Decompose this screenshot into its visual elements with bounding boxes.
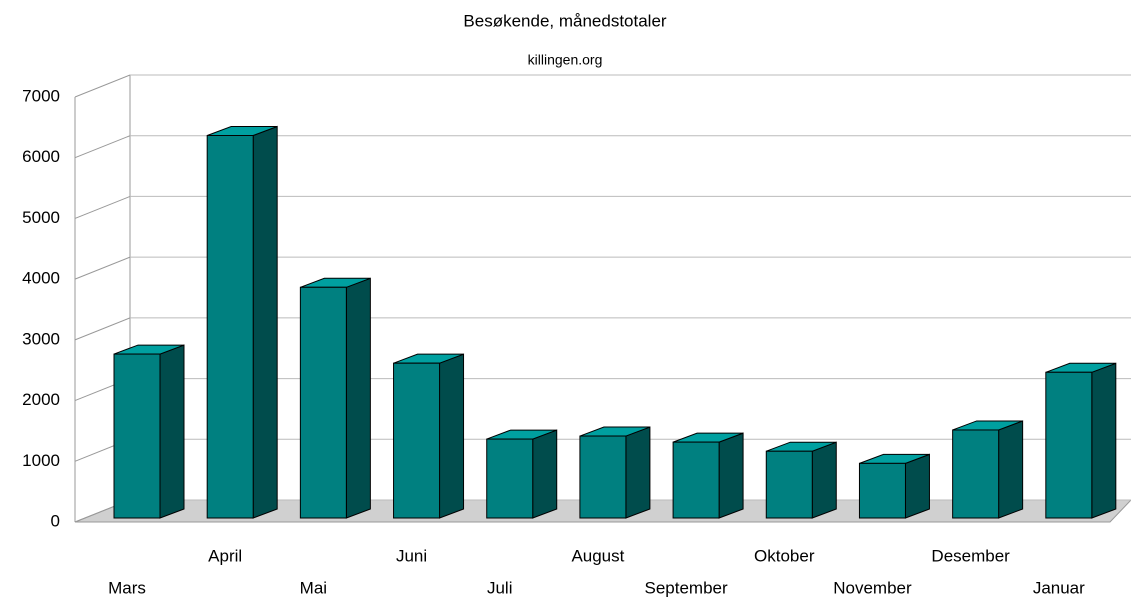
bar-front — [858, 462, 906, 519]
bar-front — [1045, 371, 1093, 519]
bar-side — [998, 420, 1024, 519]
y-tick-label: 5000 — [22, 208, 60, 227]
bar — [1045, 362, 1117, 519]
chart-subtitle: killingen.org — [528, 52, 603, 68]
y-tick-label: 7000 — [22, 86, 60, 105]
bar-front — [579, 435, 627, 519]
y-tick-label: 3000 — [22, 329, 60, 348]
bar-front — [486, 438, 534, 519]
bar-front — [672, 441, 720, 519]
y-tick-label: 0 — [51, 511, 60, 530]
x-tick-label: August — [571, 546, 624, 565]
bar-front — [206, 135, 254, 519]
bar-side — [1091, 362, 1117, 519]
bar — [206, 125, 278, 519]
x-tick-label: September — [645, 578, 728, 597]
bar-side — [718, 432, 744, 519]
y-tick-label: 2000 — [22, 390, 60, 409]
bar — [765, 441, 837, 519]
chart-title: Besøkende, månedstotaler — [463, 11, 667, 30]
x-tick-label: November — [833, 578, 912, 597]
bar-side — [532, 429, 558, 519]
bar — [952, 420, 1024, 519]
tick-connector — [74, 317, 131, 341]
y-tick-label: 4000 — [22, 269, 60, 288]
bar — [299, 277, 371, 519]
bar — [393, 353, 465, 519]
bar-side — [345, 277, 371, 519]
bar — [579, 426, 651, 519]
bar-side — [439, 353, 465, 519]
x-tick-label: Juni — [396, 546, 427, 565]
tick-connector — [74, 74, 131, 98]
bar-side — [252, 125, 278, 519]
bar-side — [159, 344, 185, 519]
x-tick-label: Oktober — [754, 546, 815, 565]
bar — [486, 429, 558, 519]
x-tick-label: Mai — [300, 578, 327, 597]
bar — [858, 453, 930, 519]
bar-front — [952, 429, 1000, 519]
x-tick-label: Januar — [1033, 578, 1085, 597]
tick-connector — [74, 135, 131, 159]
x-tick-label: Juli — [487, 578, 513, 597]
bar — [672, 432, 744, 519]
bar-front — [393, 362, 441, 519]
bar-front — [299, 286, 347, 519]
bar-side — [904, 453, 930, 519]
x-tick-label: Mars — [108, 578, 146, 597]
x-tick-label: April — [208, 546, 242, 565]
bar-front — [113, 353, 161, 519]
bar — [113, 344, 185, 519]
tick-connector — [74, 256, 131, 280]
bar-side — [811, 441, 837, 519]
bar-front — [765, 450, 813, 519]
tick-connector — [74, 195, 131, 219]
bar-side — [625, 426, 651, 519]
x-tick-label: Desember — [931, 546, 1010, 565]
y-tick-label: 6000 — [22, 147, 60, 166]
y-tick-label: 1000 — [22, 451, 60, 470]
